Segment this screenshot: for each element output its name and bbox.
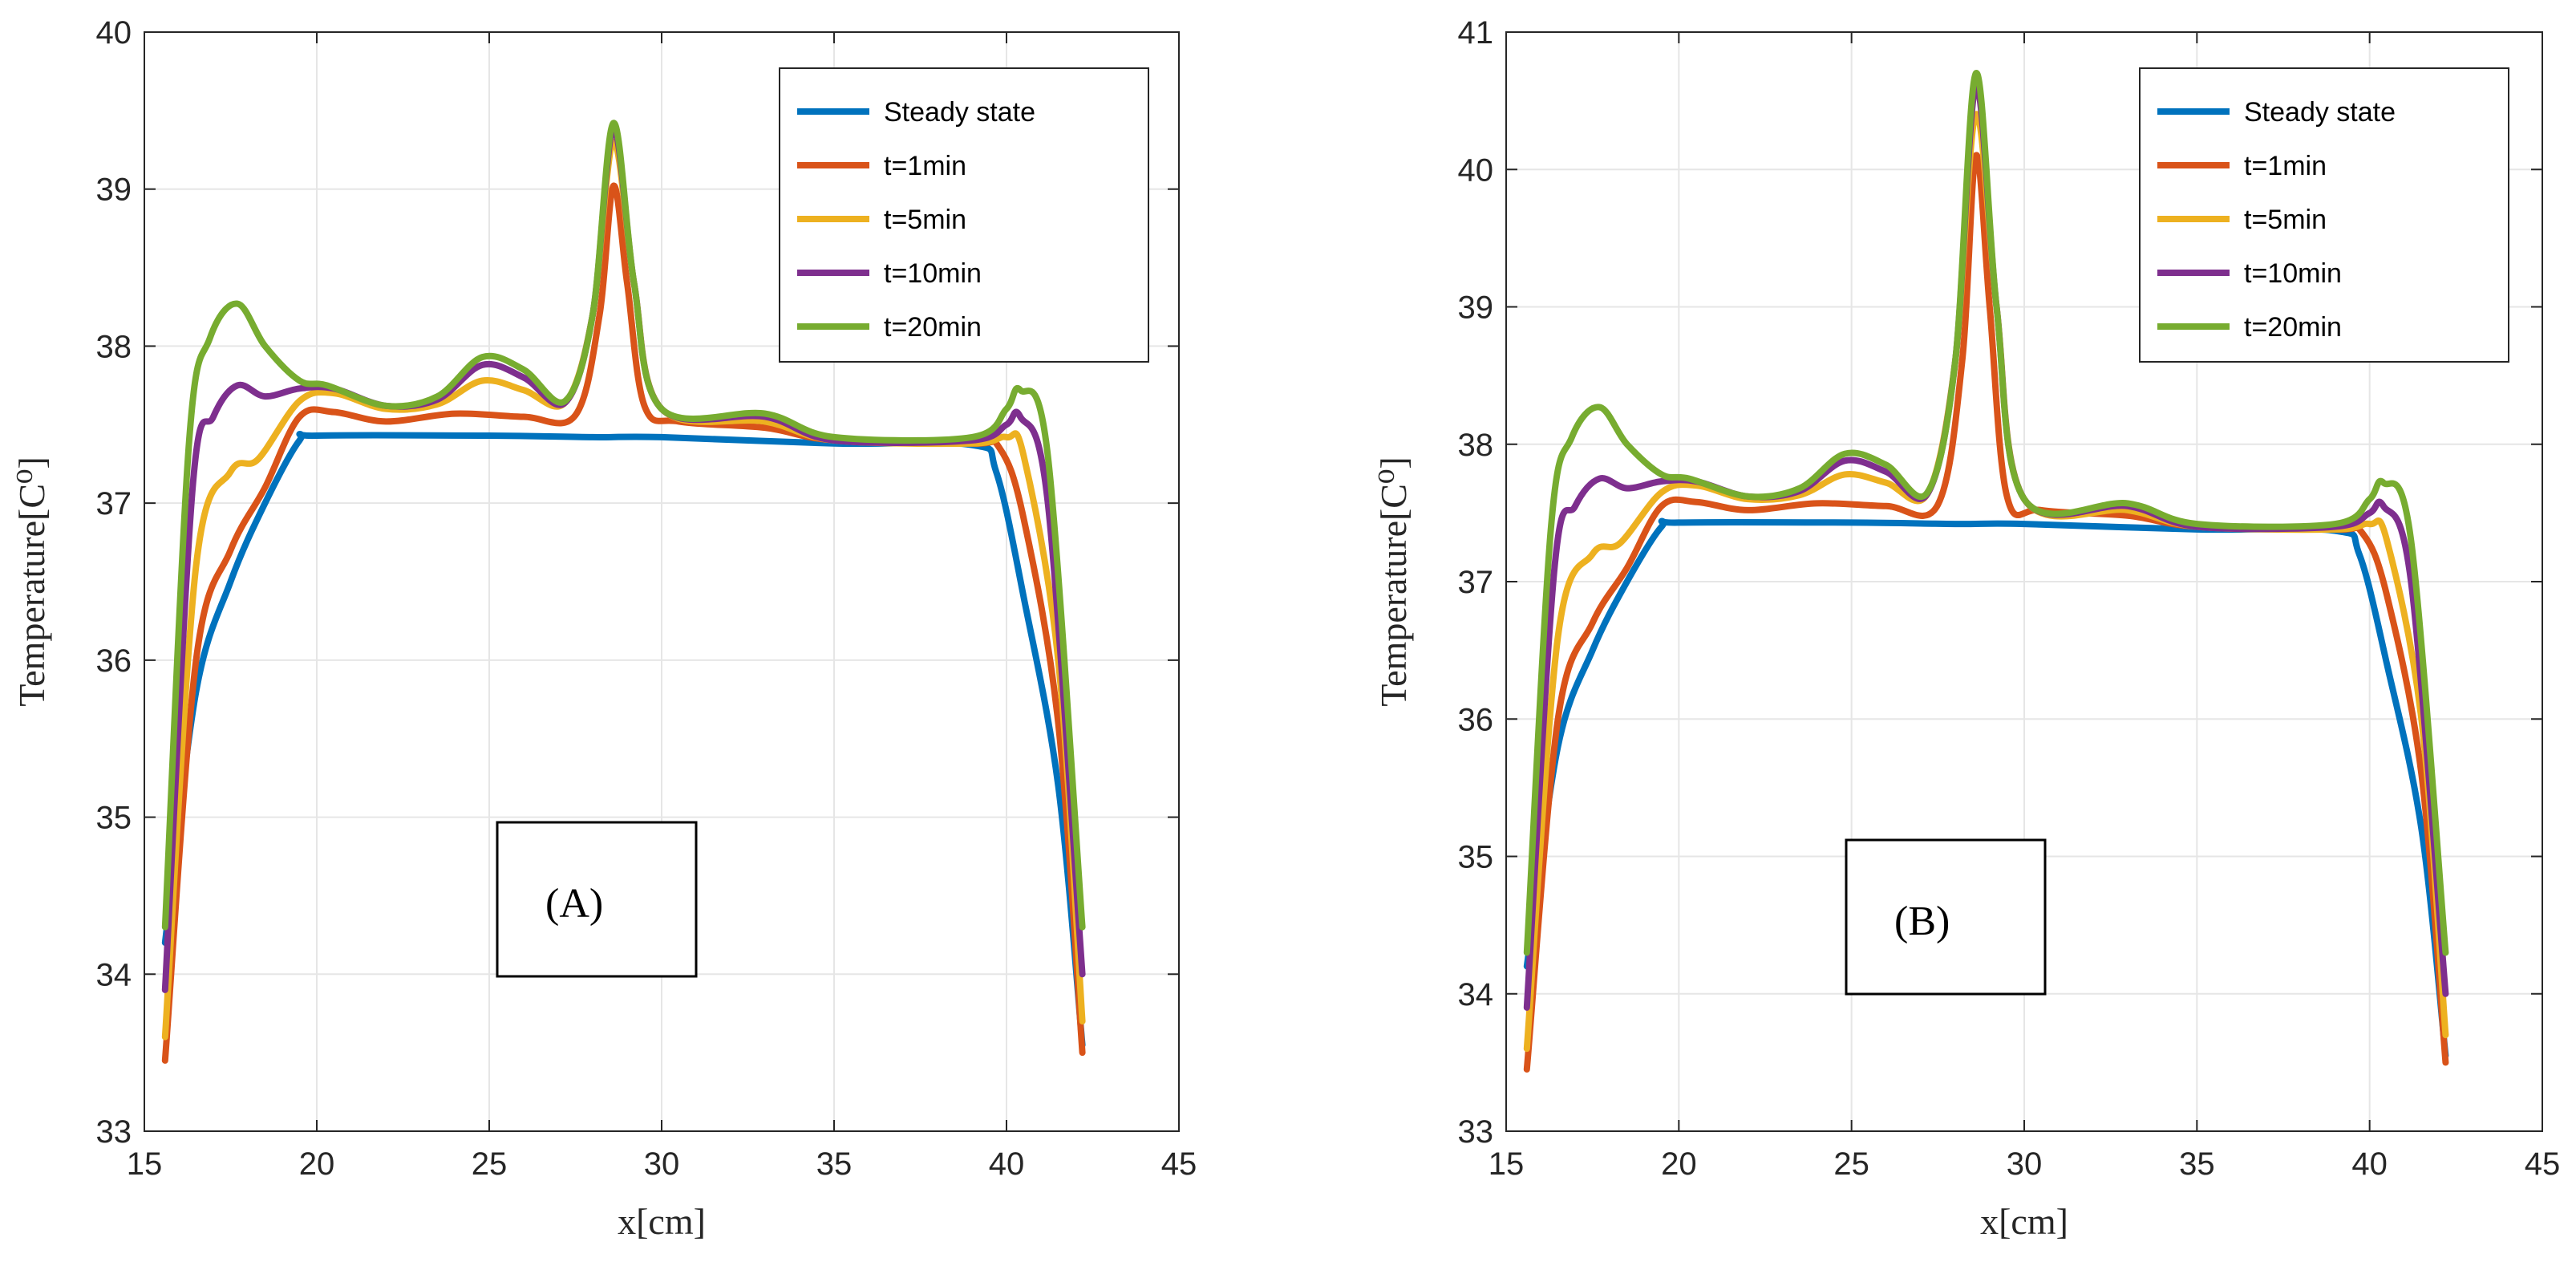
series-line-t-20min <box>161 120 1086 931</box>
y-tick-label: 33 <box>1458 1114 1494 1150</box>
series-line-t-1min <box>161 182 1086 1064</box>
x-tick-label: 45 <box>2525 1146 2561 1182</box>
legend-entry: Steady state <box>884 97 1035 128</box>
series-line-steady-state <box>161 431 1086 1049</box>
legend: Steady state t=1min t=5min t=10min t=20min <box>779 67 1149 363</box>
x-tick-label: 15 <box>1488 1146 1525 1182</box>
legend-entry: t=5min <box>884 205 966 235</box>
y-tick-label: 34 <box>96 957 132 992</box>
chart-panel-a: 15 20 25 30 35 40 45 33 34 35 36 37 38 39 40 x[cm] Tempe… <box>11 15 1197 1242</box>
annotation-box <box>1845 838 2047 996</box>
x-tick-label: 30 <box>644 1146 680 1182</box>
legend-entry: t=5min <box>2244 205 2327 235</box>
x-axis-label: x[cm] <box>618 1201 706 1242</box>
x-axis-label: x[cm] <box>1980 1201 2068 1242</box>
x-tick-label: 15 <box>127 1146 163 1182</box>
y-tick-label: 39 <box>1458 290 1494 326</box>
x-tick-label: 35 <box>816 1146 853 1182</box>
series-line-t-1min <box>1523 152 2449 1073</box>
legend-box <box>779 67 1149 363</box>
x-tick-label: 20 <box>299 1146 335 1182</box>
y-tick-label: 36 <box>1458 702 1494 737</box>
x-tick-label: 25 <box>472 1146 508 1182</box>
y-tick-label: 39 <box>96 172 132 208</box>
legend-entry: t=10min <box>2244 258 2342 289</box>
y-tick-label: 40 <box>96 15 132 51</box>
y-tick-label: 41 <box>1458 15 1494 51</box>
panel-label: (A) <box>545 881 603 927</box>
legend-entry: t=1min <box>884 151 966 181</box>
x-tick-label: 40 <box>989 1146 1025 1182</box>
y-tick-label: 35 <box>96 801 132 836</box>
y-tick-label: 34 <box>1458 977 1494 1012</box>
y-tick-label: 33 <box>96 1114 132 1150</box>
x-tick-label: 45 <box>1161 1146 1197 1182</box>
y-tick-label: 38 <box>96 329 132 364</box>
y-tick-label: 38 <box>1458 428 1494 463</box>
x-tick-label: 35 <box>2179 1146 2215 1182</box>
panel-label: (B) <box>1894 899 1950 944</box>
legend-entry: Steady state <box>2244 97 2396 128</box>
y-tick-label: 35 <box>1458 840 1494 875</box>
x-tick-label: 30 <box>2007 1146 2043 1182</box>
y-tick-label: 40 <box>1458 152 1494 188</box>
legend-entry: t=10min <box>884 258 982 289</box>
x-tick-label: 40 <box>2351 1146 2388 1182</box>
y-tick-label: 37 <box>96 486 132 521</box>
legend: Steady state t=1min t=5min t=10min t=20min <box>2139 67 2509 363</box>
legend-box <box>2139 67 2509 363</box>
legend-entry: t=1min <box>2244 151 2327 181</box>
series-line-steady-state <box>1523 517 2449 1059</box>
x-tick-label: 25 <box>1833 1146 1869 1182</box>
annotation-box <box>496 821 698 978</box>
legend-entry: t=20min <box>884 312 982 343</box>
chart-panel-b: 15 20 25 30 35 40 45 33 34 35 36 37 38 39 40 41 x[cm] Tem… <box>1373 15 2560 1242</box>
y-tick-label: 36 <box>96 643 132 679</box>
series-line-t-20min <box>1523 70 2449 956</box>
x-tick-label: 20 <box>1661 1146 1697 1182</box>
legend-entry: t=20min <box>2244 312 2342 343</box>
y-axis-label: Temperature[C⁰] <box>11 456 52 707</box>
y-axis-label: Temperature[C⁰] <box>1373 456 1414 707</box>
y-tick-label: 37 <box>1458 565 1494 600</box>
